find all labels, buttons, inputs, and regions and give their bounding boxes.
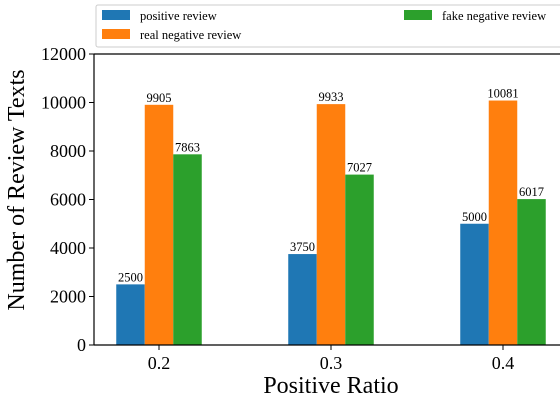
bar-0.2-series-1 <box>144 104 174 346</box>
x-tick-label-0.2: 0.2 <box>148 353 171 373</box>
y-axis-label: Number of Review Texts <box>4 69 30 310</box>
x-tick-label-0.4: 0.4 <box>492 353 515 373</box>
axes-group: 0 2000 4000 6000 8000 10000 12000 0.2 0.3 0.4 <box>41 44 560 373</box>
data-label-0.3-series-2: 7027 <box>347 161 372 175</box>
data-label-0.2-series-1: 9905 <box>147 91 172 105</box>
y-tick-label-2000: 2000 <box>50 287 86 307</box>
y-tick-label-0: 0 <box>77 335 86 355</box>
legend-swatch-2 <box>404 10 432 20</box>
legend-label-0: positive review <box>140 9 217 23</box>
bar-0.4-series-2 <box>517 199 546 345</box>
data-label-0.4-series-1: 10081 <box>487 87 518 101</box>
y-tick-label-4000: 4000 <box>50 238 86 258</box>
bar-0.3-series-2 <box>345 174 374 345</box>
bar-0.2-series-2 <box>173 154 202 345</box>
legend-swatch-0 <box>102 10 130 20</box>
bar-0.3-series-1 <box>316 104 346 345</box>
bar-0.3-series-0 <box>288 254 317 345</box>
data-label-0.2-series-2: 7863 <box>175 140 200 154</box>
legend-swatch-1 <box>102 29 130 39</box>
legend-box <box>95 4 560 48</box>
data-label-0.4-series-2: 6017 <box>519 185 544 199</box>
data-label-0.3-series-1: 9933 <box>319 90 344 104</box>
y-tick-label-10000: 10000 <box>41 93 86 113</box>
y-tick-label-8000: 8000 <box>50 141 86 161</box>
data-label-0.3-series-0: 3750 <box>290 240 315 254</box>
x-axis-label: Positive Ratio <box>263 373 398 399</box>
y-tick-label-6000: 6000 <box>50 190 86 210</box>
legend: positive review real negative review fake … <box>95 4 560 48</box>
y-tick-label-12000: 12000 <box>41 44 86 64</box>
bar-0.4-series-0 <box>460 223 489 345</box>
x-tick-label-0.3: 0.3 <box>320 353 343 373</box>
legend-label-1: real negative review <box>140 28 241 42</box>
data-label-0.4-series-0: 5000 <box>462 210 487 224</box>
bar-0.4-series-1 <box>488 100 518 345</box>
legend-label-2: fake negative review <box>442 9 546 23</box>
bars-group: 2500 3750 5000 9905 9933 10081 7863 7027 6017 <box>116 87 546 346</box>
data-label-0.2-series-0: 2500 <box>118 270 143 284</box>
bar-0.2-series-0 <box>116 284 145 345</box>
